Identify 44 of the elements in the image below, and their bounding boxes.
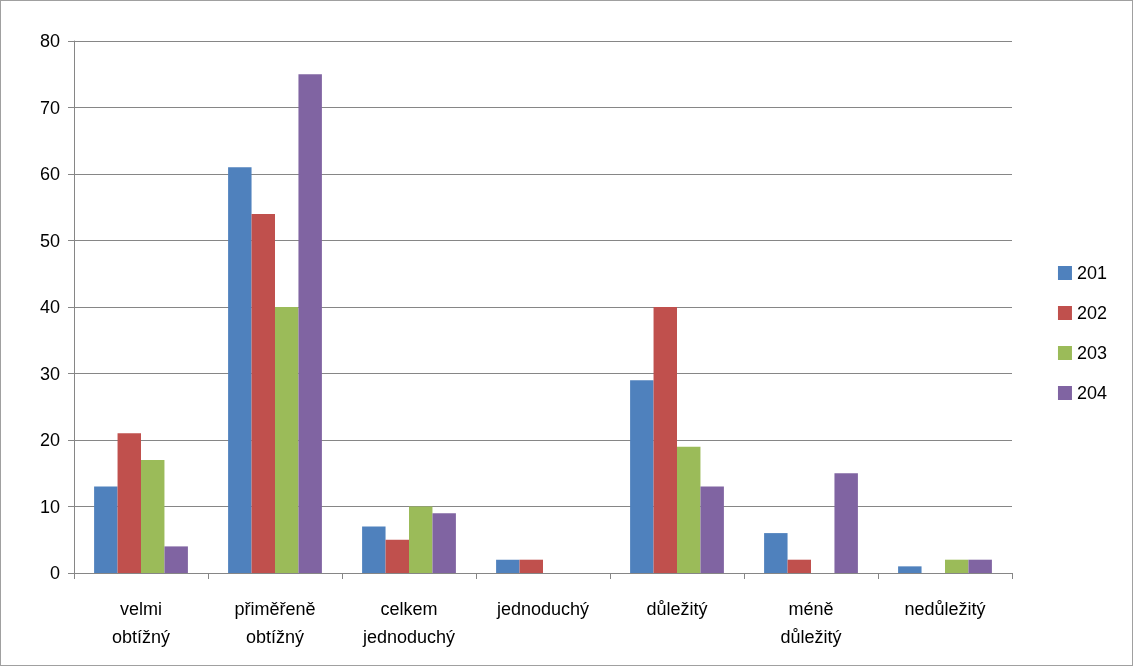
bar [653, 307, 677, 573]
legend-label: 204 [1076, 383, 1108, 403]
y-tick-label: 20 [39, 430, 60, 450]
legend-label: 203 [1076, 343, 1108, 363]
y-tick-label: 30 [39, 363, 60, 384]
bar [677, 446, 701, 573]
bar [275, 307, 299, 573]
y-tick-label: 50 [39, 230, 60, 251]
bar [362, 526, 386, 573]
bar [164, 546, 188, 573]
x-tick-label: jednoduchý [495, 599, 590, 619]
x-tick-label: důležitý [646, 599, 708, 619]
bar [834, 473, 858, 573]
x-tick-label: přiměřeně obtížný [234, 599, 316, 647]
bar [968, 559, 992, 573]
bar [141, 459, 165, 573]
y-tick-label: 80 [39, 31, 60, 51]
bar [432, 513, 456, 573]
bar [385, 539, 409, 573]
y-tick-label: 60 [39, 164, 60, 184]
y-tick-label: 70 [39, 97, 60, 118]
legend-label: 201 [1076, 263, 1108, 283]
x-tick-label: méně důležitý [780, 599, 842, 647]
bar [409, 506, 433, 573]
x-tick-label: velmi obtížný [111, 599, 171, 647]
x-tick-label: nedůležitý [904, 599, 986, 619]
bar [496, 559, 520, 573]
y-tick-label: 10 [39, 496, 60, 517]
bar [94, 486, 118, 573]
bar [787, 559, 811, 573]
bar [945, 559, 969, 573]
legend-label: 202 [1076, 303, 1108, 323]
bar [764, 533, 788, 573]
bar [117, 433, 141, 573]
bar [298, 74, 322, 573]
bar [251, 213, 275, 573]
bar [898, 566, 922, 573]
bar [228, 167, 252, 573]
y-tick-label: 40 [39, 297, 60, 317]
bar [630, 380, 654, 573]
x-tick-label: celkem jednoduchý [361, 599, 456, 647]
bar [700, 486, 724, 573]
y-tick-label: 0 [49, 563, 60, 583]
bar [519, 559, 543, 573]
